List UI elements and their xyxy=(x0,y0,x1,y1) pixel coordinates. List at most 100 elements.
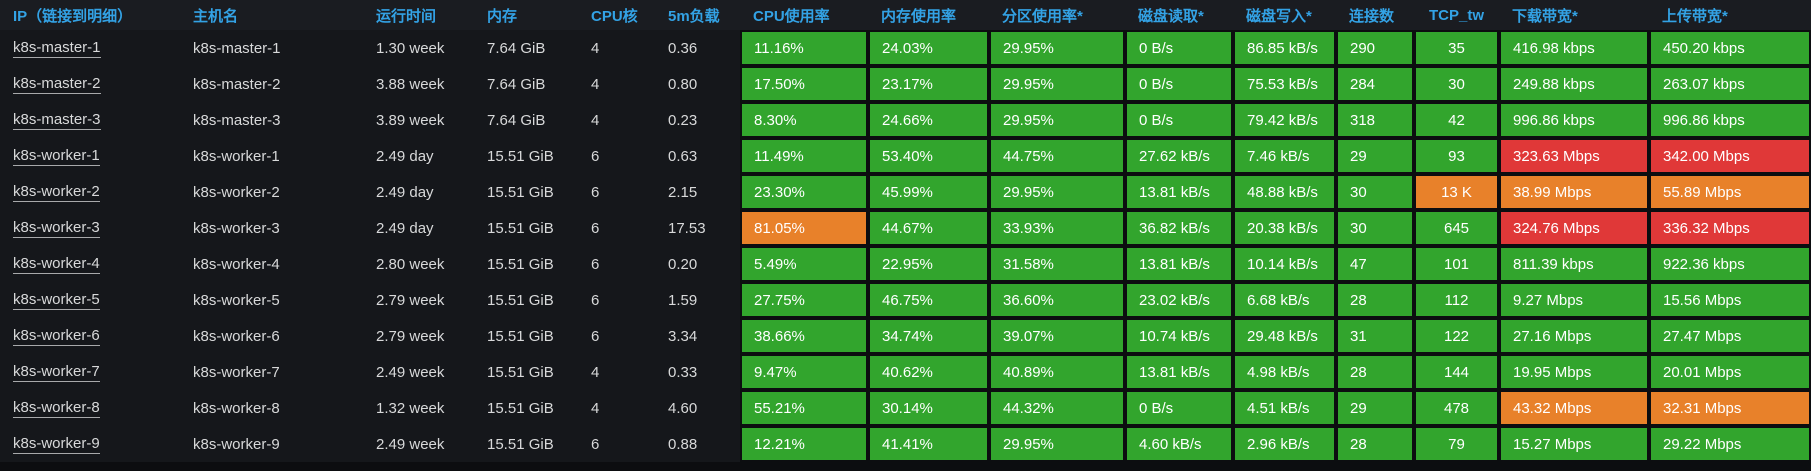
node-detail-link[interactable]: k8s-worker-7 xyxy=(13,362,100,382)
cell-ip[interactable]: k8s-worker-4 xyxy=(0,246,180,282)
node-detail-link[interactable]: k8s-master-1 xyxy=(13,38,101,58)
cell-mem_usage: 24.66% xyxy=(868,102,989,138)
cell-upload_bw: 29.22 Mbps xyxy=(1649,426,1811,462)
node-detail-link[interactable]: k8s-master-2 xyxy=(13,74,101,94)
cell-partition_usage: 29.95% xyxy=(989,66,1125,102)
cell-cpu_cores: 6 xyxy=(591,255,600,273)
column-header-tcp_tw[interactable]: TCP_tw xyxy=(1414,0,1499,30)
cell-partition_usage: 39.07% xyxy=(989,318,1125,354)
cell-ip[interactable]: k8s-worker-8 xyxy=(0,390,180,426)
panel-bottom-spacer xyxy=(0,462,1811,471)
node-detail-link[interactable]: k8s-worker-9 xyxy=(13,434,100,454)
cell-disk_read: 0 B/s xyxy=(1125,102,1233,138)
column-header-partition_usage[interactable]: 分区使用率* xyxy=(989,0,1125,30)
column-header-connections[interactable]: 连接数 xyxy=(1336,0,1414,30)
cell-download_bw: 416.98 kbps xyxy=(1499,30,1649,66)
column-header-cpu_usage[interactable]: CPU使用率 xyxy=(740,0,868,30)
cell-disk_write: 7.46 kB/s xyxy=(1233,138,1336,174)
cell-uptime: 2.80 week xyxy=(376,255,445,273)
cell-partition_usage: 29.95% xyxy=(989,102,1125,138)
node-detail-link[interactable]: k8s-worker-6 xyxy=(13,326,100,346)
node-detail-link[interactable]: k8s-worker-5 xyxy=(13,290,100,310)
cell-tcp_tw: 112 xyxy=(1414,282,1499,318)
cell-load_5m: 0.88 xyxy=(668,435,698,453)
cell-hostname: k8s-worker-9 xyxy=(193,435,280,453)
cell-disk_write: 48.88 kB/s xyxy=(1233,174,1336,210)
cell-ip[interactable]: k8s-worker-9 xyxy=(0,426,180,462)
node-detail-link[interactable]: k8s-worker-2 xyxy=(13,182,100,202)
cell-disk_read: 0 B/s xyxy=(1125,66,1233,102)
cell-upload_bw: 20.01 Mbps xyxy=(1649,354,1811,390)
column-header-upload_bw[interactable]: 上传带宽* xyxy=(1649,0,1811,30)
cell-mem_usage: 24.03% xyxy=(868,30,989,66)
cell-ip[interactable]: k8s-worker-1 xyxy=(0,138,180,174)
cell-upload_bw: 996.86 kbps xyxy=(1649,102,1811,138)
cell-uptime: 2.49 week xyxy=(376,363,445,381)
cell-upload_bw: 15.56 Mbps xyxy=(1649,282,1811,318)
column-header-download_bw[interactable]: 下载带宽* xyxy=(1499,0,1649,30)
cell-ip[interactable]: k8s-worker-2 xyxy=(0,174,180,210)
cell-hostname: k8s-worker-7 xyxy=(193,363,280,381)
cell-uptime: 2.79 week xyxy=(376,327,445,345)
cell-download_bw: 811.39 kbps xyxy=(1499,246,1649,282)
node-detail-link[interactable]: k8s-worker-8 xyxy=(13,398,100,418)
cell-disk_write: 79.42 kB/s xyxy=(1233,102,1336,138)
node-detail-link[interactable]: k8s-worker-4 xyxy=(13,254,100,274)
cell-cpu_usage: 38.66% xyxy=(740,318,868,354)
cell-connections: 28 xyxy=(1336,426,1414,462)
cell-hostname: k8s-worker-5 xyxy=(193,291,280,309)
cell-disk_read: 23.02 kB/s xyxy=(1125,282,1233,318)
cell-ip[interactable]: k8s-master-2 xyxy=(0,66,180,102)
cell-cpu_cores: 6 xyxy=(591,435,600,453)
cell-ip[interactable]: k8s-worker-5 xyxy=(0,282,180,318)
cell-cpu_usage: 8.30% xyxy=(740,102,868,138)
cell-mem_usage: 23.17% xyxy=(868,66,989,102)
cell-load_5m: 0.80 xyxy=(668,75,698,93)
cell-disk_write: 10.14 kB/s xyxy=(1233,246,1336,282)
cell-load_5m: 2.15 xyxy=(668,183,698,201)
cell-ip[interactable]: k8s-worker-3 xyxy=(0,210,180,246)
cell-hostname: k8s-worker-8 xyxy=(193,399,280,417)
column-header-hostname[interactable]: 主机名 xyxy=(180,0,363,30)
node-detail-link[interactable]: k8s-master-3 xyxy=(13,110,101,130)
cell-ip[interactable]: k8s-master-1 xyxy=(0,30,180,66)
node-detail-link[interactable]: k8s-worker-1 xyxy=(13,146,100,166)
cell-ip[interactable]: k8s-master-3 xyxy=(0,102,180,138)
cell-load_5m: 3.34 xyxy=(668,327,698,345)
cell-ip[interactable]: k8s-worker-7 xyxy=(0,354,180,390)
cell-memory: 15.51 GiB xyxy=(487,327,554,345)
column-header-disk_read[interactable]: 磁盘读取* xyxy=(1125,0,1233,30)
cell-memory: 15.51 GiB xyxy=(487,147,554,165)
cell-connections: 284 xyxy=(1336,66,1414,102)
cell-connections: 29 xyxy=(1336,138,1414,174)
cell-disk_write: 86.85 kB/s xyxy=(1233,30,1336,66)
cell-cpu_cores: 6 xyxy=(591,183,600,201)
cell-memory: 15.51 GiB xyxy=(487,255,554,273)
cell-cpu_cores: 4 xyxy=(591,363,600,381)
cell-ip[interactable]: k8s-worker-6 xyxy=(0,318,180,354)
cell-upload_bw: 263.07 kbps xyxy=(1649,66,1811,102)
cell-disk_write: 2.96 kB/s xyxy=(1233,426,1336,462)
column-header-load_5m[interactable]: 5m负载 xyxy=(655,0,740,30)
cell-tcp_tw: 645 xyxy=(1414,210,1499,246)
node-detail-link[interactable]: k8s-worker-3 xyxy=(13,218,100,238)
column-header-uptime[interactable]: 运行时间 xyxy=(363,0,474,30)
cell-cpu_cores: 6 xyxy=(591,291,600,309)
column-header-cpu_cores[interactable]: CPU核 xyxy=(578,0,655,30)
cell-load_5m: 0.63 xyxy=(668,147,698,165)
cell-cpu_cores: 6 xyxy=(591,219,600,237)
cell-load_5m: 1.59 xyxy=(668,291,698,309)
cell-tcp_tw: 79 xyxy=(1414,426,1499,462)
column-header-ip[interactable]: IP（链接到明细） xyxy=(0,0,180,30)
cell-connections: 318 xyxy=(1336,102,1414,138)
cell-disk_read: 36.82 kB/s xyxy=(1125,210,1233,246)
cell-mem_usage: 45.99% xyxy=(868,174,989,210)
cell-partition_usage: 44.75% xyxy=(989,138,1125,174)
column-header-memory[interactable]: 内存 xyxy=(474,0,578,30)
cell-download_bw: 324.76 Mbps xyxy=(1499,210,1649,246)
cell-hostname: k8s-worker-2 xyxy=(193,183,280,201)
cell-upload_bw: 342.00 Mbps xyxy=(1649,138,1811,174)
column-header-mem_usage[interactable]: 内存使用率 xyxy=(868,0,989,30)
column-header-disk_write[interactable]: 磁盘写入* xyxy=(1233,0,1336,30)
